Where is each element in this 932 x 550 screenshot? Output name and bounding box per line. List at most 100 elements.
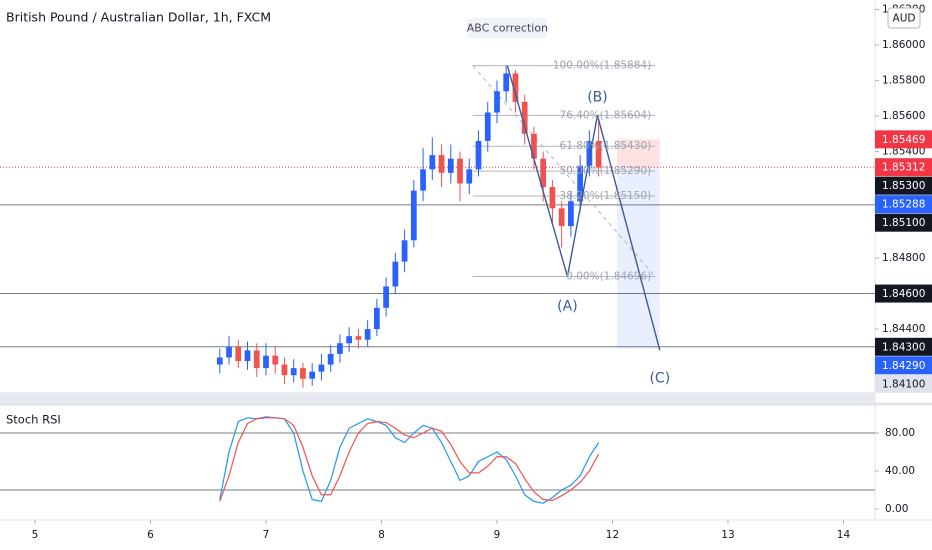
price-tag bbox=[875, 130, 932, 149]
candle-body bbox=[512, 73, 519, 102]
candle-body bbox=[392, 261, 399, 287]
candle-body bbox=[235, 346, 242, 362]
fib-label: 100.00%(1.85884) bbox=[553, 60, 651, 72]
candle-body bbox=[300, 368, 306, 379]
price-tag bbox=[875, 284, 932, 303]
price-tag-label: 1.84290 bbox=[882, 360, 925, 372]
x-tick-label: 7 bbox=[263, 529, 270, 541]
candle-body bbox=[494, 91, 500, 113]
candle-body bbox=[337, 343, 343, 354]
wave-label: (A) bbox=[557, 299, 578, 315]
price-tag-label: 1.85469 bbox=[882, 134, 925, 146]
y-tick-label: 1.84800 bbox=[882, 252, 925, 264]
candle-body bbox=[401, 240, 408, 262]
y-tick-label: 40.00 bbox=[885, 465, 915, 477]
price-tag-label: 1.85312 bbox=[882, 162, 925, 174]
candle-body bbox=[410, 190, 417, 241]
candle-body bbox=[355, 336, 362, 340]
candle-body bbox=[586, 140, 593, 166]
candle-body bbox=[420, 169, 426, 191]
price-tag bbox=[875, 374, 932, 393]
annotation-box bbox=[467, 18, 548, 38]
price-tag bbox=[875, 337, 932, 356]
price-tag bbox=[875, 213, 932, 232]
price-tag-label: 1.84100 bbox=[882, 378, 925, 390]
candle-body bbox=[272, 355, 279, 365]
candle-body bbox=[549, 187, 556, 209]
candle-body bbox=[531, 133, 537, 159]
x-tick-label: 8 bbox=[378, 529, 385, 541]
x-tick-label: 5 bbox=[32, 529, 39, 541]
currency: AUD bbox=[893, 13, 916, 25]
candle-body bbox=[318, 364, 325, 372]
price-tag bbox=[875, 158, 932, 177]
candle-body bbox=[429, 155, 436, 170]
candle-body bbox=[521, 101, 528, 134]
candle-body bbox=[216, 357, 223, 365]
price-tag-label: 1.85288 bbox=[882, 199, 925, 211]
fib-trend bbox=[472, 65, 656, 277]
fib-label: 0.00%(1.84696) bbox=[566, 271, 651, 283]
x-tick-label: 13 bbox=[721, 529, 734, 541]
fib-label: 61.80%(1.85430) bbox=[560, 140, 652, 152]
candle-body bbox=[568, 201, 574, 227]
currency-box[interactable] bbox=[887, 7, 921, 29]
candle-body bbox=[475, 140, 482, 170]
marks: 5 6 7 8 9 12 13 14 80.00 40.00 0.00 bbox=[0, 9, 915, 541]
stop-zone bbox=[617, 139, 660, 168]
overlay: 1.862001.860001.858001.856001.854001.852… bbox=[467, 4, 932, 393]
price-tag bbox=[875, 195, 932, 214]
price-tag-label: 1.84300 bbox=[882, 341, 925, 353]
candle-body bbox=[595, 140, 602, 168]
candle-body bbox=[438, 155, 445, 173]
candle-body bbox=[309, 371, 316, 379]
candle-body bbox=[447, 158, 454, 173]
wave-label: (C) bbox=[649, 370, 670, 386]
fib-label: 50.00%(1.85290) bbox=[560, 165, 652, 177]
price-tag-label: 1.85300 bbox=[882, 180, 925, 192]
x-tick-label: 6 bbox=[147, 529, 154, 541]
candle-body bbox=[503, 73, 510, 92]
y-tick-label: 80.00 bbox=[885, 427, 915, 439]
candle-body bbox=[364, 329, 371, 340]
y-tick-label: 1.86000 bbox=[882, 39, 925, 51]
price-tag-label: 1.84600 bbox=[882, 288, 925, 300]
x-tick-label: 14 bbox=[837, 529, 851, 541]
chart-title: British Pound / Australian Dollar, 1h, F… bbox=[6, 10, 271, 25]
x-tick-label: 12 bbox=[606, 529, 619, 541]
stoch-line bbox=[219, 417, 600, 502]
candle-body bbox=[540, 158, 547, 188]
y-tick-label: 1.85600 bbox=[882, 110, 925, 122]
candle-body bbox=[374, 307, 380, 330]
candle-body bbox=[558, 208, 565, 227]
candle-body bbox=[484, 112, 491, 141]
candle-body bbox=[466, 169, 473, 184]
candle-body bbox=[577, 165, 584, 202]
candle-body bbox=[263, 355, 269, 369]
price-tag-label: 1.85100 bbox=[882, 217, 925, 229]
candle-body bbox=[327, 353, 334, 365]
wave-label: (B) bbox=[587, 89, 608, 105]
fib-label: 38.20%(1.85150) bbox=[560, 190, 652, 202]
price-tag bbox=[875, 176, 932, 195]
candle-body bbox=[346, 336, 353, 344]
candle-body bbox=[253, 350, 260, 369]
indicator-title: Stoch RSI bbox=[6, 413, 61, 427]
y-tick-label: 1.85400 bbox=[882, 146, 925, 158]
annotation: ABC correction bbox=[467, 22, 548, 35]
candle-body bbox=[244, 350, 251, 362]
y-tick-label: 1.85800 bbox=[882, 75, 925, 87]
candle-body bbox=[281, 364, 288, 376]
candle-body bbox=[226, 346, 232, 358]
y-tick-label: 1.84400 bbox=[882, 323, 925, 335]
candle-body bbox=[457, 158, 463, 184]
y-tick-label: 0.00 bbox=[885, 503, 908, 515]
price-tag bbox=[875, 356, 932, 375]
fib-label: 76.40%(1.85604) bbox=[560, 109, 652, 121]
wave-line bbox=[506, 65, 661, 351]
level-band bbox=[0, 392, 875, 402]
target-zone bbox=[617, 167, 660, 349]
x-tick-label: 9 bbox=[494, 529, 501, 541]
